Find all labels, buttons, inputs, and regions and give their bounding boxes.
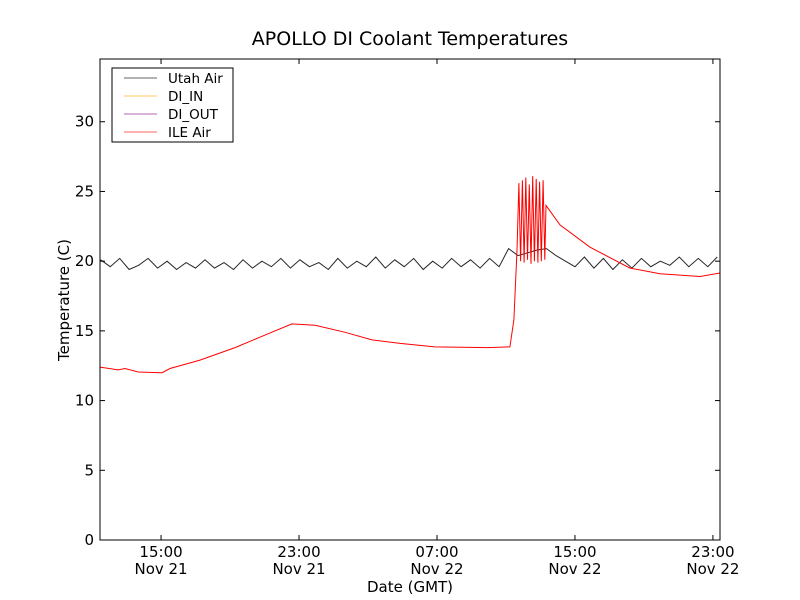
series-line-utah-air — [100, 247, 718, 271]
x-tick-time: 15:00 — [553, 543, 596, 561]
y-tick-label: 15 — [75, 322, 94, 340]
x-tick-time: 15:00 — [139, 543, 182, 561]
x-axis-label: Date (GMT) — [367, 578, 453, 596]
y-tick-label: 0 — [84, 531, 94, 549]
y-tick-label: 30 — [75, 113, 94, 131]
legend: Utah Air DI_IN DI_OUT ILE Air — [111, 67, 234, 143]
legend-label: Utah Air — [168, 71, 223, 87]
x-tick-date: Nov 22 — [686, 560, 739, 578]
x-tick-time: 23:00 — [277, 543, 320, 561]
y-axis-label: Temperature (C) — [55, 239, 73, 362]
x-tick-time: 07:00 — [415, 543, 458, 561]
plot-frame — [99, 58, 721, 541]
series-line-ile-air — [100, 176, 720, 374]
x-tick-date: Nov 21 — [134, 560, 187, 578]
legend-label: ILE Air — [168, 125, 211, 141]
x-tick-date: Nov 22 — [548, 560, 601, 578]
legend-label: DI_IN — [168, 89, 203, 105]
x-tick-date: Nov 21 — [272, 560, 325, 578]
x-tick-time: 23:00 — [691, 543, 734, 561]
chart-title: APOLLO DI Coolant Temperatures — [252, 28, 568, 50]
x-tick-date: Nov 22 — [410, 560, 463, 578]
legend-label: DI_OUT — [168, 107, 219, 123]
y-tick-label: 20 — [75, 252, 94, 270]
y-tick-label: 10 — [75, 392, 94, 410]
y-tick-label: 25 — [75, 182, 94, 200]
y-tick-label: 5 — [84, 461, 94, 479]
